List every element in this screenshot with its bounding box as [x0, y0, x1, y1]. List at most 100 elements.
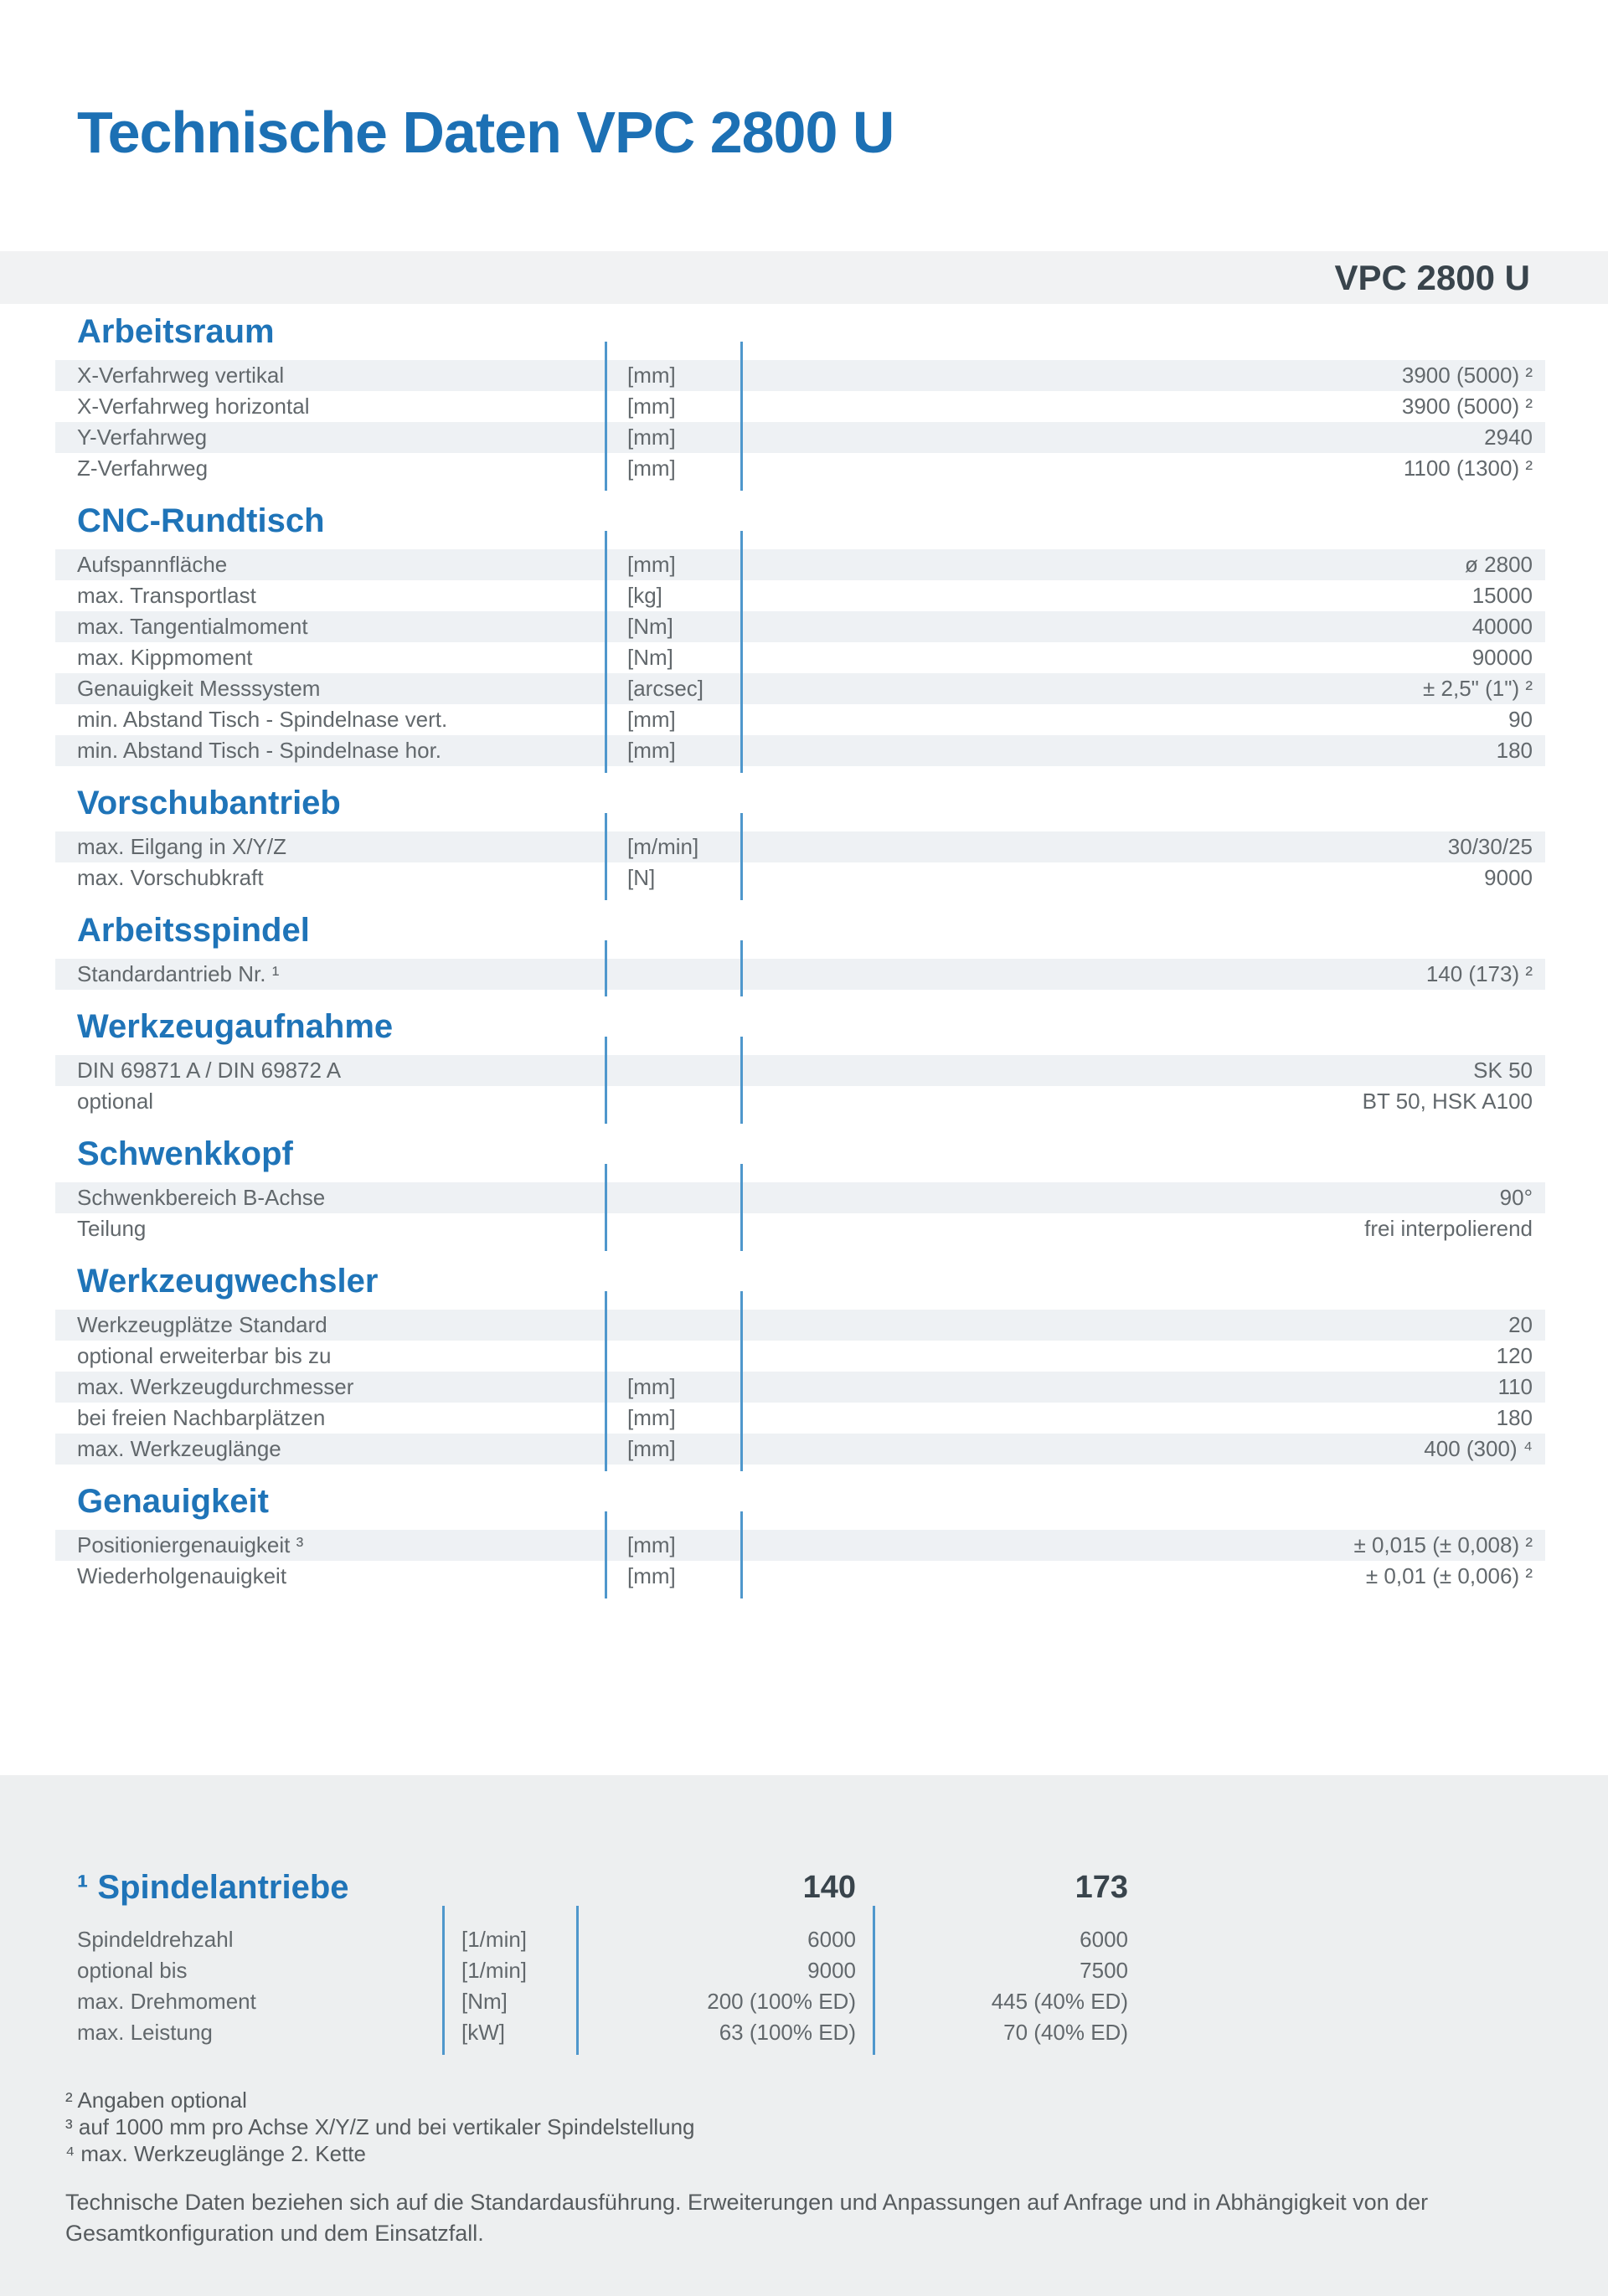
- row-unit: [mm]: [627, 456, 676, 481]
- column-gap: [856, 2017, 874, 2048]
- section-rows: X-Verfahrweg vertikal [mm] 3900 (5000) ² X-…: [55, 342, 1545, 491]
- section-rows: Positioniergenauigkeit ³ [mm] ± 0,015 (± 0…: [55, 1511, 1545, 1598]
- page-title: Technische Daten VPC 2800 U: [77, 100, 894, 165]
- row-label: Spindeldrehzahl: [77, 1927, 234, 1952]
- column-divider-line: [740, 1511, 743, 1598]
- section-vorschubantrieb: Vorschubantrieb max. Eilgang in X/Y/Z [m/m…: [55, 783, 1545, 900]
- column-divider-line: [605, 342, 607, 491]
- column-divider-line: [740, 342, 743, 491]
- row-label: optional erweiterbar bis zu: [77, 1343, 332, 1368]
- row-label: max. Drehmoment: [77, 1989, 256, 2014]
- row-value-173: 70 (40% ED): [1003, 2020, 1128, 2045]
- spec-row: min. Abstand Tisch - Spindelnase vert. [m…: [55, 704, 1545, 735]
- section-genauigkeit: Genauigkeit Positioniergenauigkeit ³ [mm] ±…: [55, 1481, 1545, 1598]
- row-label: min. Abstand Tisch - Spindelnase vert.: [77, 707, 448, 732]
- column-gap: [856, 1955, 874, 1986]
- spec-row: optional erweiterbar bis zu 120: [55, 1341, 1545, 1372]
- column-divider-line: [605, 1291, 607, 1471]
- section-rows: Schwenkbereich B-Achse 90° Teilung frei int…: [55, 1164, 1545, 1251]
- row-unit: [605, 959, 740, 990]
- row-value: 90: [1508, 707, 1533, 732]
- section-arbeitsspindel: Arbeitsspindel Standardantrieb Nr. ¹ 140 (…: [55, 910, 1545, 996]
- row-value-140: 200 (100% ED): [707, 1989, 856, 2014]
- spec-row: max. Vorschubkraft [N] 9000: [55, 862, 1545, 893]
- section-title: Vorschubantrieb: [77, 785, 341, 821]
- row-unit: [Nm]: [627, 614, 673, 639]
- row-unit: [mm]: [627, 707, 676, 732]
- row-label: Werkzeugplätze Standard: [77, 1312, 327, 1337]
- row-unit: [N]: [627, 865, 656, 890]
- row-unit: [kg]: [627, 583, 662, 608]
- section-title: Schwenkkopf: [77, 1135, 293, 1172]
- section-werkzeugaufnahme: Werkzeugaufnahme DIN 69871 A / DIN 69872 …: [55, 1006, 1545, 1124]
- column-divider-line: [605, 1164, 607, 1251]
- column-divider-line: [605, 813, 607, 900]
- column-divider-line: [605, 1511, 607, 1598]
- footnote-line: ² Angaben optional: [65, 2088, 247, 2113]
- spindle-column-173: 173: [1075, 1870, 1128, 1905]
- row-value: SK 50: [1473, 1058, 1533, 1083]
- spec-row: X-Verfahrweg horizontal [mm] 3900 (5000) ²: [55, 391, 1545, 422]
- section-arbeitsraum: Arbeitsraum X-Verfahrweg vertikal [mm] 3900…: [55, 311, 1545, 491]
- model-badge: VPC 2800 U: [1334, 257, 1530, 297]
- section-title: Arbeitsraum: [77, 313, 275, 350]
- row-value: 400 (300) ⁴: [1424, 1436, 1533, 1461]
- spindle-rows: Spindeldrehzahl [1/min] 6000 6000 optional b…: [55, 1906, 1128, 2055]
- spec-row: Werkzeugplätze Standard 20: [55, 1310, 1545, 1341]
- row-unit: [mm]: [627, 1532, 676, 1557]
- column-divider-line: [740, 531, 743, 773]
- spec-row: Genauigkeit Messsystem [arcsec] ± 2,5" (1"…: [55, 673, 1545, 704]
- row-value-140: 9000: [807, 1958, 856, 1983]
- column-divider-line: [740, 1291, 743, 1471]
- row-label: max. Kippmoment: [77, 645, 253, 670]
- spec-row: Positioniergenauigkeit ³ [mm] ± 0,015 (± 0…: [55, 1530, 1545, 1561]
- row-value-173: 6000: [1080, 1927, 1128, 1952]
- spindle-row: Spindeldrehzahl [1/min] 6000 6000: [55, 1924, 1128, 1955]
- row-unit: [mm]: [627, 1563, 676, 1588]
- section-cnc-rundtisch: CNC-Rundtisch Aufspannfläche [mm] ø 2800 max…: [55, 501, 1545, 773]
- spec-row: Wiederholgenauigkeit [mm] ± 0,01 (± 0,006)…: [55, 1561, 1545, 1592]
- spindle-table-title: ¹ Spindelantriebe: [77, 1869, 349, 1906]
- row-value: BT 50, HSK A100: [1362, 1089, 1533, 1114]
- row-unit: [mm]: [627, 552, 676, 577]
- section-werkzeugwechsler: Werkzeugwechsler Werkzeugplätze Standard 2…: [55, 1261, 1545, 1471]
- row-label: Standardantrieb Nr. ¹: [77, 961, 280, 986]
- section-rows: DIN 69871 A / DIN 69872 A SK 50 optional BT…: [55, 1037, 1545, 1124]
- row-unit: [1/min]: [461, 1958, 528, 1983]
- column-divider-line: [576, 1906, 579, 2055]
- row-value: 140 (173) ²: [1425, 961, 1533, 986]
- section-title: CNC-Rundtisch: [77, 502, 325, 539]
- footnote-line: ⁴ max. Werkzeuglänge 2. Kette: [65, 2141, 366, 2166]
- section-rows: max. Eilgang in X/Y/Z [m/min] 30/30/25 max.…: [55, 813, 1545, 900]
- row-unit: [605, 1310, 740, 1341]
- spec-row: max. Transportlast [kg] 15000: [55, 580, 1545, 611]
- spec-row: Schwenkbereich B-Achse 90°: [55, 1182, 1545, 1213]
- row-value: 9000: [1484, 865, 1533, 890]
- row-value: 120: [1496, 1343, 1533, 1368]
- row-label: X-Verfahrweg horizontal: [77, 394, 310, 419]
- spec-sections: Arbeitsraum X-Verfahrweg vertikal [mm] 3900…: [55, 311, 1545, 1598]
- section-title: Arbeitsspindel: [77, 912, 310, 949]
- row-label: max. Leistung: [77, 2020, 213, 2045]
- spec-row: Aufspannfläche [mm] ø 2800: [55, 549, 1545, 580]
- section-title: Genauigkeit: [77, 1483, 269, 1520]
- row-unit: [mm]: [627, 738, 676, 763]
- row-label: Z-Verfahrweg: [77, 456, 209, 481]
- row-label: Teilung: [77, 1216, 147, 1241]
- row-value: ± 0,01 (± 0,006) ²: [1365, 1563, 1533, 1588]
- spindle-row: max. Drehmoment [Nm] 200 (100% ED) 445 (40%…: [55, 1986, 1128, 2017]
- row-unit: [mm]: [627, 363, 676, 388]
- spec-row: max. Werkzeugdurchmesser [mm] 110: [55, 1372, 1545, 1403]
- row-unit: [arcsec]: [627, 676, 704, 701]
- row-label: Positioniergenauigkeit ³: [77, 1532, 304, 1557]
- section-rows: Aufspannfläche [mm] ø 2800 max. Transportla…: [55, 531, 1545, 773]
- row-label: bei freien Nachbarplätzen: [77, 1405, 326, 1430]
- row-unit: [mm]: [627, 425, 676, 450]
- row-label: Wiederholgenauigkeit: [77, 1563, 287, 1588]
- spindle-drives-panel: ¹ Spindelantriebe 140 173 Spindeldrehzah…: [0, 1775, 1608, 2296]
- spec-row: min. Abstand Tisch - Spindelnase hor. [mm…: [55, 735, 1545, 766]
- row-unit: [605, 1086, 740, 1117]
- column-divider-line: [605, 531, 607, 773]
- row-value: frei interpolierend: [1364, 1216, 1533, 1241]
